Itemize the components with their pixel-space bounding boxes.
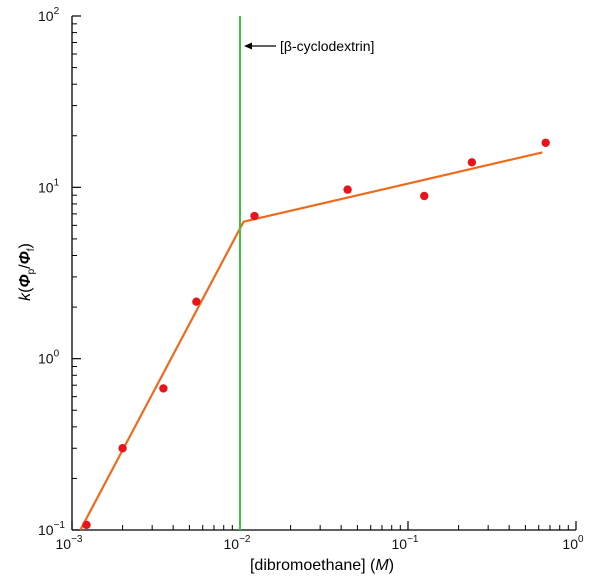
x-tick-label: 10−2	[224, 534, 251, 552]
data-point	[467, 158, 477, 167]
x-tick-label: 10−1	[392, 534, 419, 552]
y-tick-label: 10−1	[38, 520, 65, 538]
y-tick-label: 101	[38, 177, 60, 195]
arrow-head-icon	[244, 42, 252, 50]
data-point	[250, 211, 259, 221]
data-point	[420, 191, 429, 201]
x-tick-label: 100	[562, 534, 584, 552]
ticks	[71, 15, 577, 531]
series-layer	[79, 16, 550, 531]
data-point	[82, 520, 91, 530]
data-point	[159, 384, 168, 393]
x-axis-title: [dibromoethane] (M)	[250, 557, 394, 574]
data-point	[118, 444, 127, 453]
fit-line	[79, 151, 543, 531]
data-point	[541, 138, 550, 147]
axes-frame	[71, 16, 576, 531]
annotation: [β-cyclodextrin]	[244, 38, 374, 54]
data-point	[192, 297, 201, 306]
annotation-label: [β-cyclodextrin]	[280, 38, 374, 54]
y-tick-label: 102	[38, 6, 60, 24]
tick-labels: 10−3 10−2 10−1 100 10−1 100 101 102	[38, 6, 584, 552]
x-tick-label: 10−3	[56, 534, 83, 552]
data-point	[343, 185, 352, 194]
y-axis-title: k(Φp/Φf)	[17, 243, 37, 301]
y-tick-label: 100	[38, 349, 60, 367]
